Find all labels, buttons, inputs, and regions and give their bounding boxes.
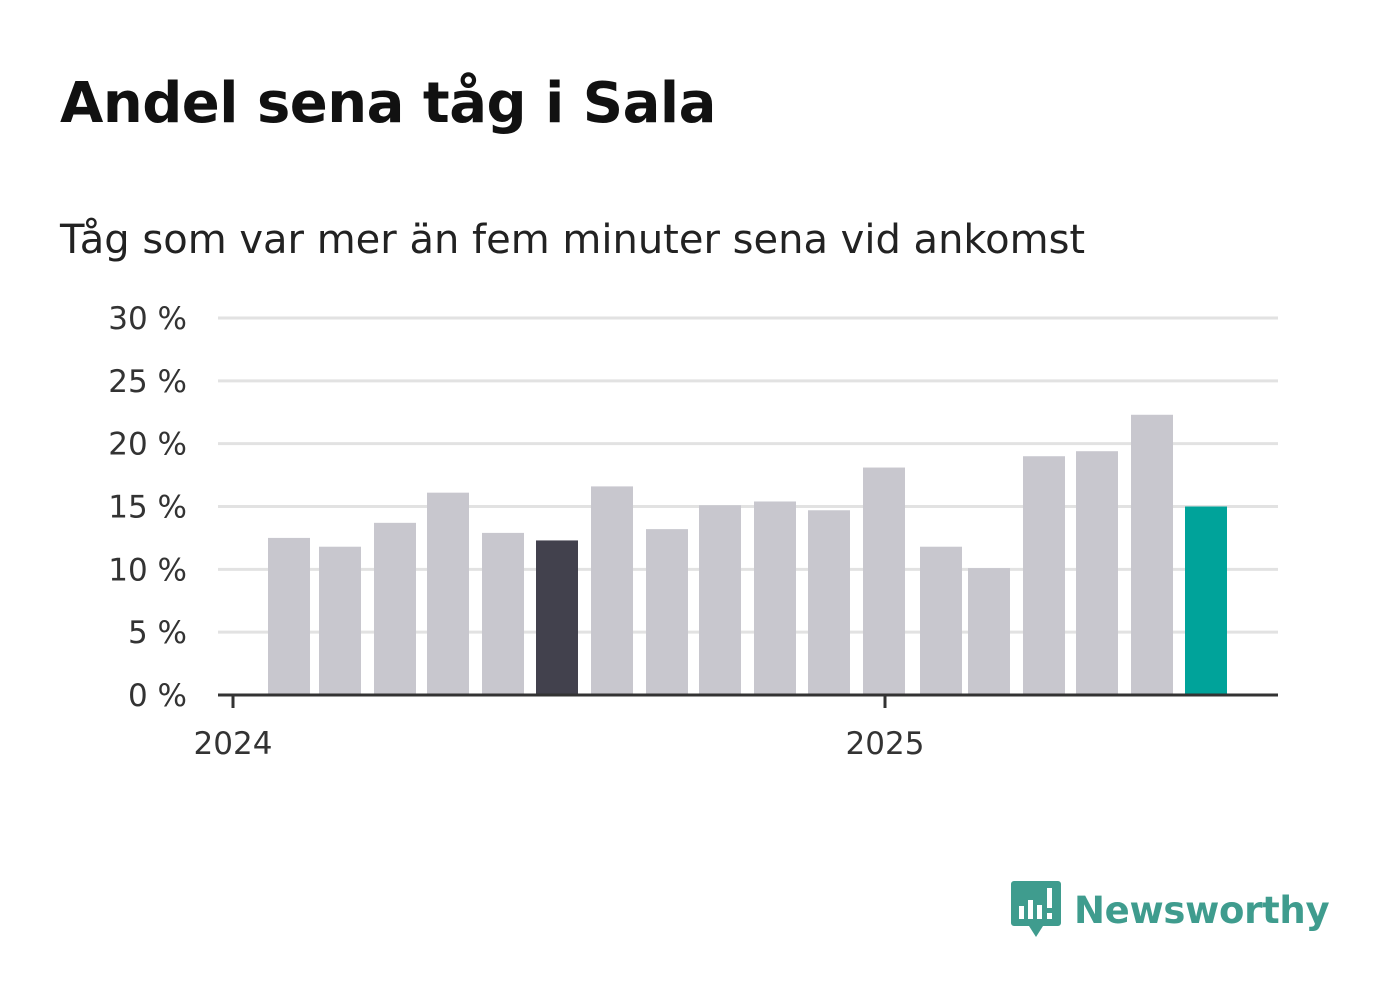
bar-2025-01 <box>863 467 905 695</box>
bar-2025-02 <box>920 546 962 695</box>
bar-2025-06 <box>1131 414 1173 695</box>
brand-name: Newsworthy <box>1074 888 1330 932</box>
x-tick-label: 2024 <box>194 726 273 762</box>
bar-2024-07 <box>536 540 578 695</box>
bar-2024-04 <box>374 522 416 695</box>
y-tick-label: 5 % <box>128 615 187 651</box>
bar-2025-07 <box>1185 506 1227 695</box>
axes: 0 % 5 % 10 % 15 % 20 % 25 % 30 % 2024 2025 <box>108 301 1278 762</box>
y-tick-label: 10 % <box>108 552 187 588</box>
bars <box>268 414 1227 695</box>
y-tick-label: 15 % <box>108 490 187 526</box>
bar-2024-05 <box>427 492 469 695</box>
x-tick-label: 2025 <box>846 726 925 762</box>
bar-2024-10 <box>699 505 741 695</box>
bar-2024-03 <box>319 546 361 695</box>
bar-2024-06 <box>482 532 524 695</box>
newsworthy-logo-icon <box>1011 881 1061 937</box>
bar-2024-09 <box>646 529 688 695</box>
chart-subtitle: Tåg som var mer än fem minuter sena vid … <box>60 217 1086 263</box>
y-tick-label: 25 % <box>108 364 187 400</box>
y-tick-label: 20 % <box>108 427 187 463</box>
bar-2025-04 <box>1023 456 1065 695</box>
bar-2024-08 <box>591 486 633 695</box>
bar-2025-05 <box>1076 451 1118 695</box>
y-tick-label: 0 % <box>128 678 187 714</box>
bar-2025-03 <box>968 568 1010 695</box>
bar-2024-02 <box>268 537 310 695</box>
y-tick-label: 30 % <box>108 301 187 337</box>
chart-title: Andel sena tåg i Sala <box>60 71 716 136</box>
bar-2024-12 <box>808 510 850 695</box>
bar-2024-11 <box>754 501 796 695</box>
brand-logo: Newsworthy <box>1010 878 1330 942</box>
